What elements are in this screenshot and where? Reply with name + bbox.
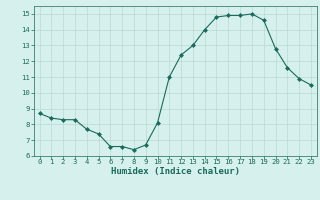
X-axis label: Humidex (Indice chaleur): Humidex (Indice chaleur) [111,167,240,176]
